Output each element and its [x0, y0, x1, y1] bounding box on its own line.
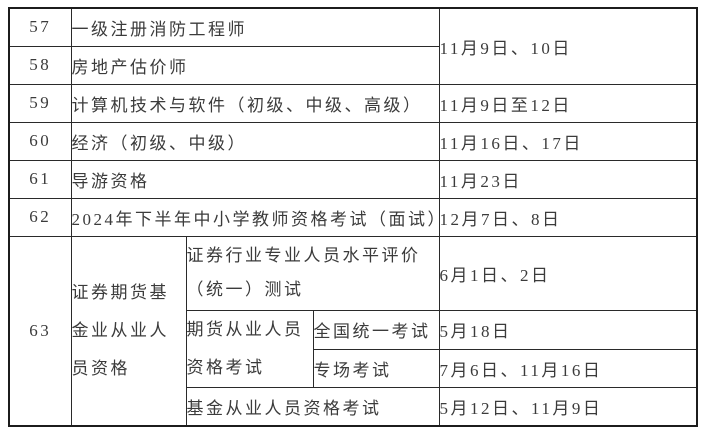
row-57-exam-name: 一级注册消防工程师	[70, 7, 440, 47]
table-row: 58 房地产估价师	[8, 45, 697, 85]
row-59-exam-date: 11月9日至12日	[438, 83, 698, 123]
row-63-securities-test-name: 证券行业专业人员水平评价 （统一）测试	[185, 235, 440, 311]
table-row: 60 经济（初级、中级） 11月16日、17日	[8, 121, 698, 161]
row-63-securities-test-date: 6月1日、2日	[438, 235, 698, 311]
table-row: 62 2024年下半年中小学教师资格考试（面试） 12月7日、8日	[8, 197, 698, 237]
row-61-exam-date: 11月23日	[438, 159, 698, 199]
row-60-number: 60	[8, 121, 72, 161]
row-60-exam-name: 经济（初级、中级）	[70, 121, 440, 161]
row-61-exam-name: 导游资格	[70, 159, 440, 199]
row-63-futures-exam-name: 期货从业人员 资格考试	[185, 309, 314, 388]
table-row: 57 一级注册消防工程师 11月9日、10日	[8, 7, 698, 85]
exam-schedule-table: 57 一级注册消防工程师 11月9日、10日 58 房地产估价师 59 计算机技…	[8, 7, 699, 427]
row-60-exam-date: 11月16日、17日	[438, 121, 698, 161]
row-63-number: 63	[8, 235, 72, 427]
table-row: 59 计算机技术与软件（初级、中级、高级） 11月9日至12日	[8, 83, 698, 123]
row-63-futures-national-type: 全国统一考试	[312, 309, 440, 350]
row-57-number: 57	[8, 7, 72, 47]
row-61-number: 61	[8, 159, 72, 199]
row-63-futures-national-date: 5月18日	[438, 309, 698, 350]
row-63-futures-special-type: 专场考试	[312, 348, 440, 388]
table-row: 61 导游资格 11月23日	[8, 159, 698, 199]
row-63-fund-exam-date: 5月12日、11月9日	[438, 386, 698, 427]
row-63-futures-special-date: 7月6日、11月16日	[438, 348, 698, 388]
table-row: 63 证券期货基 金业从业人 员资格 证券行业专业人员水平评价 （统一）测试 6…	[8, 235, 698, 427]
row-62-number: 62	[8, 197, 72, 237]
row-62-exam-name: 2024年下半年中小学教师资格考试（面试）	[70, 197, 440, 237]
row-58-exam-name: 房地产估价师	[70, 45, 440, 85]
row-63-fund-exam-name: 基金从业人员资格考试	[185, 386, 440, 427]
table-row: 专场考试 7月6日、11月16日	[9, 348, 698, 388]
row-59-exam-name: 计算机技术与软件（初级、中级、高级）	[70, 83, 440, 123]
row-59-number: 59	[8, 83, 72, 123]
row-62-exam-date: 12月7日、8日	[438, 197, 698, 237]
row-58-number: 58	[8, 45, 72, 85]
table-row: 基金从业人员资格考试 5月12日、11月9日	[9, 386, 698, 427]
row-63-category-name: 证券期货基 金业从业人 员资格	[70, 235, 187, 427]
row-57-58-exam-date: 11月9日、10日	[438, 7, 698, 85]
